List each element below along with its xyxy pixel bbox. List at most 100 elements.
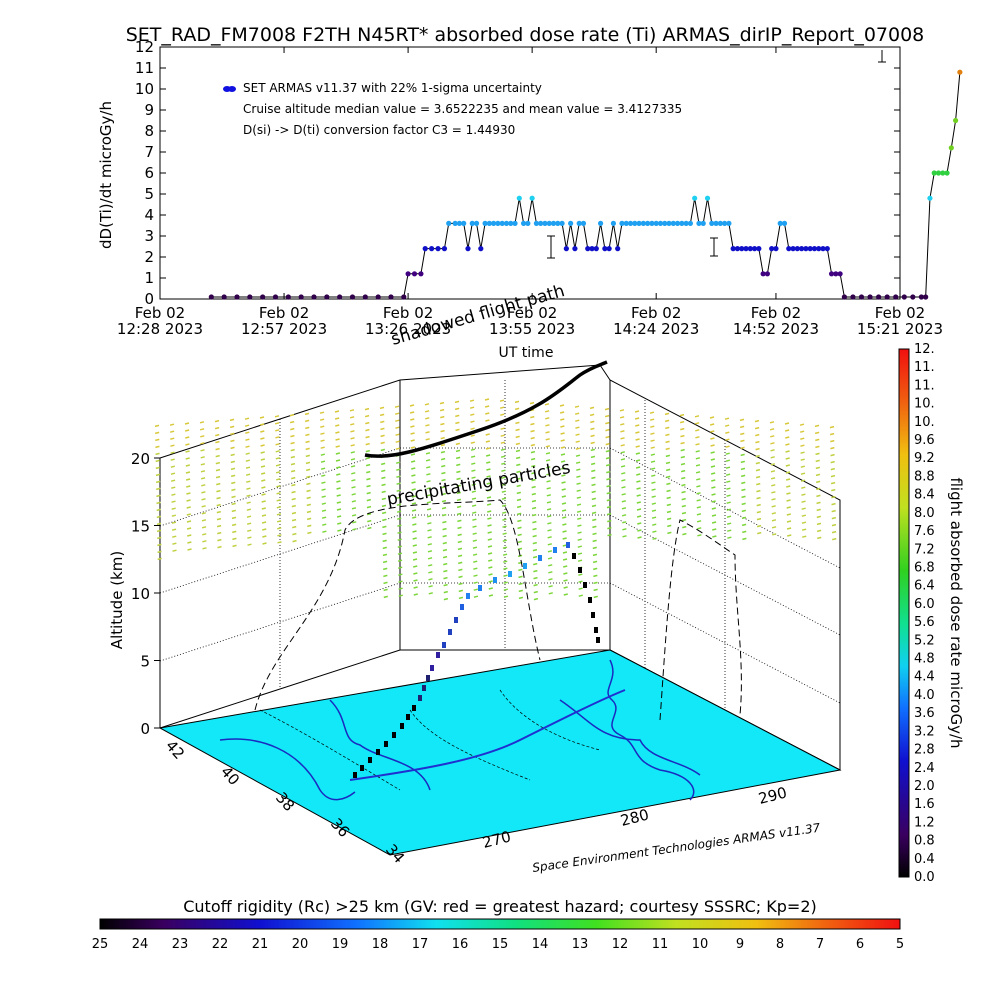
particle-mark bbox=[695, 429, 700, 432]
particle-mark bbox=[560, 439, 565, 442]
particle-mark bbox=[531, 464, 536, 468]
particle-mark bbox=[756, 489, 761, 493]
particle-mark bbox=[398, 594, 403, 597]
particle-mark bbox=[487, 517, 492, 520]
longitude-tick-label: 290 bbox=[757, 783, 789, 807]
particle-mark bbox=[366, 505, 372, 509]
particle-mark bbox=[200, 442, 205, 445]
particle-mark bbox=[365, 456, 371, 460]
trajectory-point bbox=[418, 695, 422, 701]
particle-mark bbox=[501, 483, 506, 486]
particle-mark bbox=[170, 437, 175, 440]
particle-mark bbox=[590, 434, 595, 438]
particle-mark bbox=[592, 525, 597, 529]
dose-point bbox=[837, 271, 843, 277]
dose-point bbox=[803, 246, 809, 252]
particle-mark bbox=[471, 497, 477, 500]
particle-mark bbox=[454, 407, 460, 411]
particle-mark bbox=[485, 433, 490, 436]
dose-point bbox=[452, 220, 458, 226]
dose-colorbar-tick-label: 11. bbox=[914, 378, 935, 393]
trajectory-point bbox=[591, 612, 595, 618]
particle-mark bbox=[156, 515, 162, 519]
particle-mark bbox=[230, 474, 236, 478]
particle-mark bbox=[711, 500, 716, 503]
particle-mark bbox=[425, 424, 430, 427]
particle-mark bbox=[275, 429, 280, 432]
dose-point bbox=[298, 294, 304, 300]
dose-x-tick-time: 12:28 2023 bbox=[117, 320, 203, 338]
particle-mark bbox=[156, 508, 161, 512]
particle-mark bbox=[427, 550, 433, 553]
particle-mark bbox=[634, 417, 640, 420]
particle-mark bbox=[771, 526, 777, 529]
particle-mark bbox=[289, 420, 295, 424]
particle-mark bbox=[694, 415, 700, 418]
dose-point bbox=[272, 294, 279, 300]
particle-mark bbox=[443, 562, 448, 566]
particle-mark bbox=[696, 499, 701, 502]
particle-mark bbox=[563, 579, 568, 582]
particle-mark bbox=[770, 463, 776, 466]
particle-mark bbox=[620, 437, 625, 440]
cutoff-colorbar-tick-label: 15 bbox=[492, 937, 509, 952]
particle-mark bbox=[380, 448, 386, 452]
particle-mark bbox=[230, 460, 236, 464]
particle-mark bbox=[157, 550, 162, 554]
dose-point bbox=[337, 294, 343, 300]
particle-mark bbox=[484, 405, 490, 408]
particle-mark bbox=[829, 425, 835, 429]
particle-mark bbox=[456, 505, 462, 509]
particle-mark bbox=[680, 469, 686, 473]
particle-mark bbox=[756, 524, 762, 528]
dose-point bbox=[764, 271, 770, 277]
particle-mark bbox=[591, 469, 596, 473]
particle-mark bbox=[651, 516, 657, 519]
dose-colorbar-tick-label: 10. bbox=[914, 415, 935, 430]
particle-mark bbox=[457, 533, 462, 537]
particle-mark bbox=[533, 569, 538, 573]
particle-mark bbox=[741, 516, 747, 520]
particle-mark bbox=[831, 516, 837, 520]
particle-mark bbox=[292, 525, 297, 529]
trajectory-point bbox=[466, 593, 470, 599]
dose-colorbar-tick-label: 1.2 bbox=[914, 815, 935, 830]
particle-mark bbox=[801, 507, 806, 510]
particle-mark bbox=[561, 488, 566, 491]
dose-colorbar-tick-label: 0.4 bbox=[914, 852, 935, 867]
particle-mark bbox=[531, 471, 536, 475]
particle-mark bbox=[412, 544, 417, 547]
particle-mark bbox=[770, 449, 775, 452]
particle-mark bbox=[681, 511, 687, 515]
dose-series-points bbox=[208, 69, 963, 300]
trajectory-point bbox=[523, 563, 527, 569]
particle-mark bbox=[697, 534, 702, 537]
trajectory-point bbox=[360, 765, 364, 771]
particle-mark bbox=[157, 543, 162, 547]
particle-mark bbox=[800, 458, 805, 461]
particle-mark bbox=[428, 571, 433, 574]
dose-colorbar-tick-label: 7.2 bbox=[914, 542, 935, 557]
particle-mark bbox=[636, 473, 641, 476]
particle-mark bbox=[516, 463, 521, 467]
particle-mark bbox=[755, 447, 760, 451]
particle-mark bbox=[518, 575, 523, 579]
particle-mark bbox=[530, 422, 535, 426]
particle-mark bbox=[830, 446, 835, 450]
dose-point bbox=[542, 220, 548, 226]
particle-mark bbox=[442, 534, 447, 538]
particle-mark bbox=[394, 412, 400, 415]
particle-mark bbox=[292, 532, 297, 536]
particle-mark bbox=[562, 551, 568, 554]
particle-mark bbox=[681, 490, 686, 494]
dose-point bbox=[563, 246, 569, 252]
particle-mark bbox=[427, 536, 432, 539]
trajectory-point bbox=[430, 665, 434, 671]
dose-point bbox=[816, 246, 822, 252]
dose-point bbox=[508, 220, 514, 226]
particle-mark bbox=[651, 509, 657, 512]
particle-mark bbox=[488, 580, 493, 583]
dose-y-label: dD(Ti)/dt microGy/h bbox=[97, 101, 115, 249]
particle-mark bbox=[426, 473, 431, 476]
particle-mark bbox=[545, 452, 551, 455]
